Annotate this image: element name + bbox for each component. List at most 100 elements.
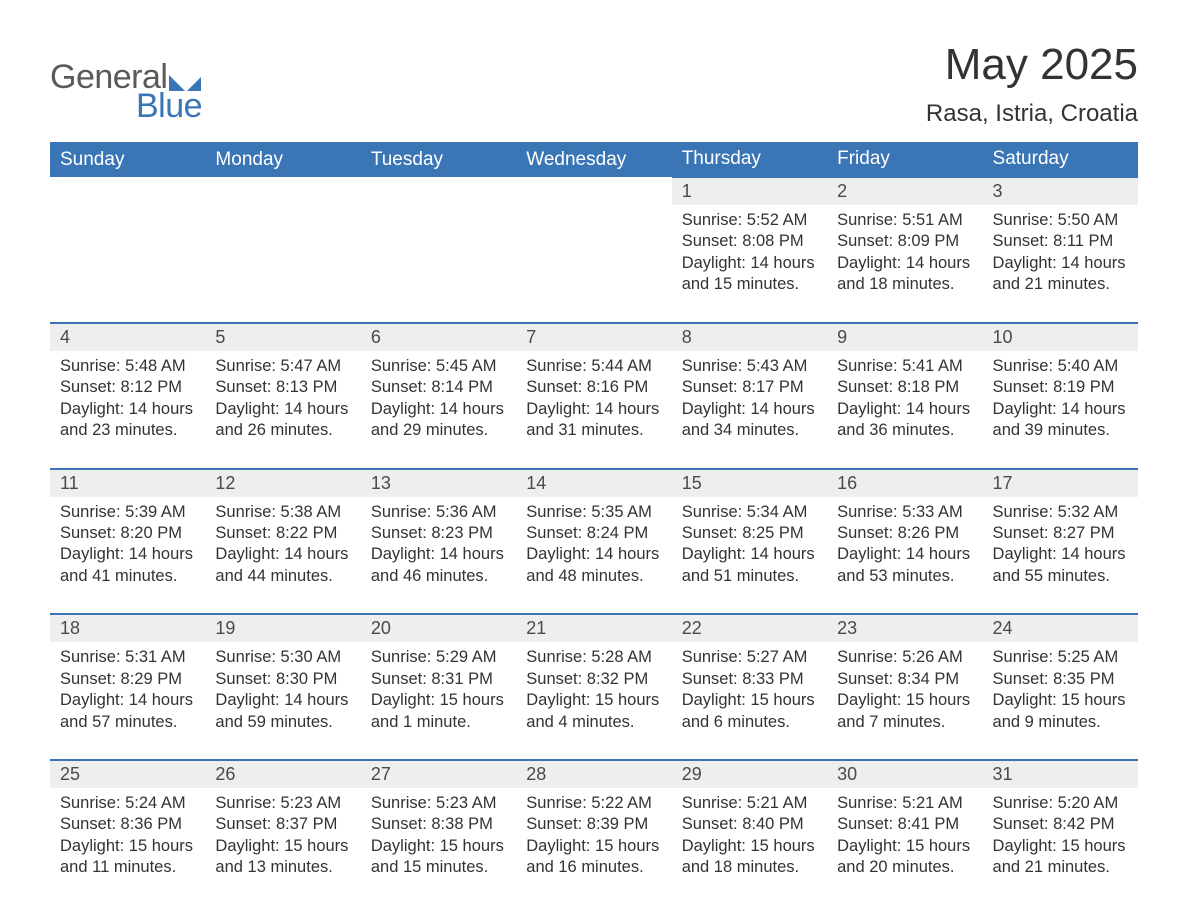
day-data-cell: Sunrise: 5:48 AMSunset: 8:12 PMDaylight:… (50, 351, 205, 469)
sunset-text: Sunset: 8:18 PM (837, 377, 972, 398)
day-data-row: Sunrise: 5:52 AMSunset: 8:08 PMDaylight:… (50, 205, 1138, 323)
day-data-cell: Sunrise: 5:45 AMSunset: 8:14 PMDaylight:… (361, 351, 516, 469)
sunrise-text: Sunrise: 5:45 AM (371, 356, 506, 377)
sunrise-text: Sunrise: 5:21 AM (837, 793, 972, 814)
sunrise-text: Sunrise: 5:20 AM (993, 793, 1128, 814)
sunset-text: Sunset: 8:23 PM (371, 523, 506, 544)
day-data-cell: Sunrise: 5:30 AMSunset: 8:30 PMDaylight:… (205, 642, 360, 760)
daylight-text: Daylight: 14 hours and 18 minutes. (837, 253, 972, 296)
day-data-cell: Sunrise: 5:36 AMSunset: 8:23 PMDaylight:… (361, 497, 516, 615)
sunrise-text: Sunrise: 5:38 AM (215, 502, 350, 523)
day-number-cell: 25 (50, 760, 205, 788)
daylight-text: Daylight: 14 hours and 15 minutes. (682, 253, 817, 296)
sunrise-text: Sunrise: 5:28 AM (526, 647, 661, 668)
day-data-cell: Sunrise: 5:51 AMSunset: 8:09 PMDaylight:… (827, 205, 982, 323)
day-data-cell: Sunrise: 5:47 AMSunset: 8:13 PMDaylight:… (205, 351, 360, 469)
day-number-cell: 24 (983, 614, 1138, 642)
day-data-cell: Sunrise: 5:24 AMSunset: 8:36 PMDaylight:… (50, 788, 205, 905)
day-number-cell: 30 (827, 760, 982, 788)
day-number-cell (50, 177, 205, 205)
brand-logo: General Blue (50, 40, 202, 126)
day-data-cell: Sunrise: 5:29 AMSunset: 8:31 PMDaylight:… (361, 642, 516, 760)
brand-word-blue: Blue (136, 87, 202, 126)
sunrise-text: Sunrise: 5:23 AM (215, 793, 350, 814)
sunset-text: Sunset: 8:38 PM (371, 814, 506, 835)
sunrise-text: Sunrise: 5:41 AM (837, 356, 972, 377)
daylight-text: Daylight: 14 hours and 26 minutes. (215, 399, 350, 442)
sunset-text: Sunset: 8:16 PM (526, 377, 661, 398)
day-number-cell: 9 (827, 323, 982, 351)
sunset-text: Sunset: 8:42 PM (993, 814, 1128, 835)
sunrise-text: Sunrise: 5:34 AM (682, 502, 817, 523)
daylight-text: Daylight: 14 hours and 39 minutes. (993, 399, 1128, 442)
day-number-cell: 28 (516, 760, 671, 788)
daylight-text: Daylight: 15 hours and 18 minutes. (682, 836, 817, 879)
sunset-text: Sunset: 8:36 PM (60, 814, 195, 835)
day-data-cell: Sunrise: 5:22 AMSunset: 8:39 PMDaylight:… (516, 788, 671, 905)
daylight-text: Daylight: 15 hours and 21 minutes. (993, 836, 1128, 879)
title-block: May 2025 Rasa, Istria, Croatia (926, 40, 1138, 128)
day-number-cell: 2 (827, 177, 982, 205)
daylight-text: Daylight: 14 hours and 34 minutes. (682, 399, 817, 442)
day-data-row: Sunrise: 5:31 AMSunset: 8:29 PMDaylight:… (50, 642, 1138, 760)
day-number-cell: 23 (827, 614, 982, 642)
weekday-header: Thursday (672, 142, 827, 177)
weekday-header: Wednesday (516, 142, 671, 177)
sunrise-text: Sunrise: 5:44 AM (526, 356, 661, 377)
daylight-text: Daylight: 14 hours and 51 minutes. (682, 544, 817, 587)
day-number-cell: 10 (983, 323, 1138, 351)
sunrise-text: Sunrise: 5:29 AM (371, 647, 506, 668)
daylight-text: Daylight: 14 hours and 48 minutes. (526, 544, 661, 587)
sunrise-text: Sunrise: 5:48 AM (60, 356, 195, 377)
day-number-cell: 7 (516, 323, 671, 351)
location-subtitle: Rasa, Istria, Croatia (926, 100, 1138, 128)
day-number-cell: 22 (672, 614, 827, 642)
daylight-text: Daylight: 15 hours and 13 minutes. (215, 836, 350, 879)
daylight-text: Daylight: 15 hours and 15 minutes. (371, 836, 506, 879)
sunrise-text: Sunrise: 5:24 AM (60, 793, 195, 814)
sunset-text: Sunset: 8:12 PM (60, 377, 195, 398)
day-data-row: Sunrise: 5:24 AMSunset: 8:36 PMDaylight:… (50, 788, 1138, 905)
sunrise-text: Sunrise: 5:50 AM (993, 210, 1128, 231)
daylight-text: Daylight: 15 hours and 11 minutes. (60, 836, 195, 879)
day-data-row: Sunrise: 5:48 AMSunset: 8:12 PM Daylight:… (50, 351, 1138, 469)
day-number-cell: 11 (50, 469, 205, 497)
daylight-text: Daylight: 14 hours and 44 minutes. (215, 544, 350, 587)
sunset-text: Sunset: 8:25 PM (682, 523, 817, 544)
sunset-text: Sunset: 8:41 PM (837, 814, 972, 835)
day-data-cell (205, 205, 360, 323)
weekday-header: Sunday (50, 142, 205, 177)
sunrise-text: Sunrise: 5:32 AM (993, 502, 1128, 523)
sunrise-text: Sunrise: 5:43 AM (682, 356, 817, 377)
sunset-text: Sunset: 8:29 PM (60, 669, 195, 690)
day-number-row: 45678910 (50, 323, 1138, 351)
day-data-cell: Sunrise: 5:26 AMSunset: 8:34 PMDaylight:… (827, 642, 982, 760)
day-data-cell: Sunrise: 5:43 AMSunset: 8:17 PMDaylight:… (672, 351, 827, 469)
day-data-cell: Sunrise: 5:20 AMSunset: 8:42 PMDaylight:… (983, 788, 1138, 905)
sunrise-text: Sunrise: 5:52 AM (682, 210, 817, 231)
daylight-text: Daylight: 14 hours and 36 minutes. (837, 399, 972, 442)
sunrise-text: Sunrise: 5:21 AM (682, 793, 817, 814)
day-number-cell: 14 (516, 469, 671, 497)
day-data-cell: Sunrise: 5:28 AMSunset: 8:32 PMDaylight:… (516, 642, 671, 760)
day-number-cell: 13 (361, 469, 516, 497)
sunset-text: Sunset: 8:31 PM (371, 669, 506, 690)
day-data-cell: Sunrise: 5:23 AMSunset: 8:38 PMDaylight:… (361, 788, 516, 905)
day-number-cell: 5 (205, 323, 360, 351)
sunset-text: Sunset: 8:35 PM (993, 669, 1128, 690)
day-data-cell: Sunrise: 5:50 AMSunset: 8:11 PMDaylight:… (983, 205, 1138, 323)
sunset-text: Sunset: 8:34 PM (837, 669, 972, 690)
day-data-cell: Sunrise: 5:25 AMSunset: 8:35 PMDaylight:… (983, 642, 1138, 760)
day-data-cell: Sunrise: 5:41 AMSunset: 8:18 PMDaylight:… (827, 351, 982, 469)
day-data-cell: Sunrise: 5:31 AMSunset: 8:29 PMDaylight:… (50, 642, 205, 760)
daylight-text: Daylight: 15 hours and 7 minutes. (837, 690, 972, 733)
sunrise-text: Sunrise: 5:33 AM (837, 502, 972, 523)
sunset-text: Sunset: 8:22 PM (215, 523, 350, 544)
day-data-cell: Sunrise: 5:35 AMSunset: 8:24 PMDaylight:… (516, 497, 671, 615)
day-number-cell: 4 (50, 323, 205, 351)
day-data-cell: Sunrise: 5:39 AMSunset: 8:20 PMDaylight:… (50, 497, 205, 615)
month-title: May 2025 (926, 40, 1138, 90)
sunset-text: Sunset: 8:27 PM (993, 523, 1128, 544)
daylight-text: Daylight: 15 hours and 9 minutes. (993, 690, 1128, 733)
sunset-text: Sunset: 8:20 PM (60, 523, 195, 544)
